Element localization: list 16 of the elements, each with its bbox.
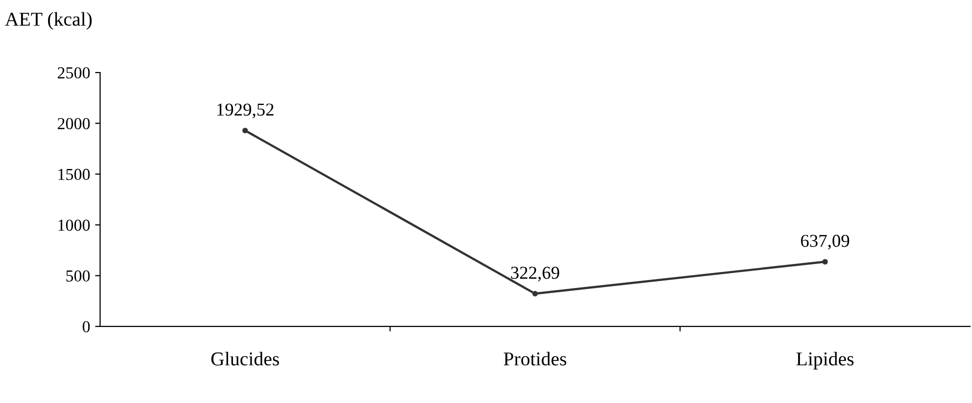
data-label: 322,69 bbox=[511, 266, 560, 282]
x-tick-label: Protides bbox=[504, 352, 566, 366]
y-tick-label: 1000 bbox=[58, 220, 90, 231]
y-tick-label: 0 bbox=[82, 321, 90, 332]
x-tick-label: Lipides bbox=[796, 352, 854, 370]
point bbox=[532, 290, 538, 296]
data-label: 637,09 bbox=[801, 234, 850, 250]
x-tick-label: Glucides bbox=[211, 352, 279, 366]
y-tick-label: 2000 bbox=[58, 118, 90, 130]
y-axis-title: AET (kcal) bbox=[5, 12, 92, 30]
y-tick-label: 1500 bbox=[58, 168, 90, 180]
point bbox=[822, 258, 828, 265]
y-tick-label: 500 bbox=[66, 270, 90, 282]
y-tick-label: 2500 bbox=[58, 67, 90, 78]
data-label: 1929,52 bbox=[217, 104, 274, 118]
point bbox=[242, 128, 248, 134]
